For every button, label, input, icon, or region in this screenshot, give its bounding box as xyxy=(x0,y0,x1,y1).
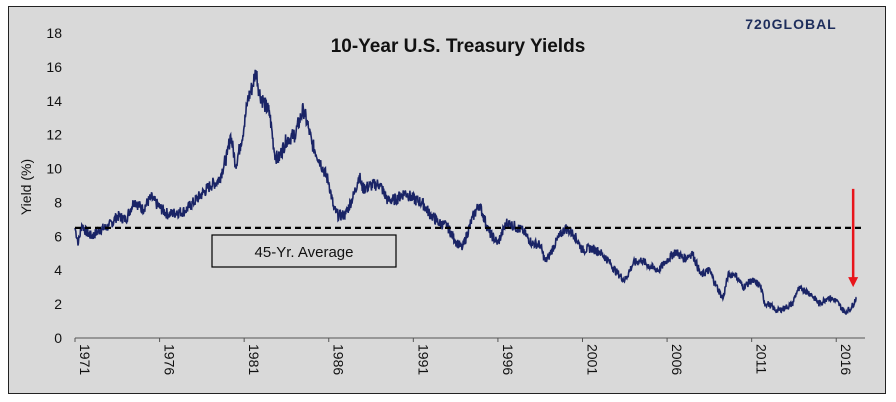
chart-frame: 10-Year U.S. Treasury Yields 720GLOBAL Y… xyxy=(8,6,886,394)
x-tick-label: 1981 xyxy=(246,344,262,375)
line-chart: 10-Year U.S. Treasury Yields 720GLOBAL Y… xyxy=(18,16,865,375)
y-tick-label: 6 xyxy=(54,228,62,244)
x-tick-label: 2011 xyxy=(754,344,770,374)
y-tick-label: 8 xyxy=(54,194,62,210)
average-label: 45-Yr. Average xyxy=(255,244,354,261)
red-down-arrow-icon xyxy=(848,188,859,288)
y-tick-label: 12 xyxy=(46,127,62,143)
x-tick-label: 1991 xyxy=(415,344,431,375)
average-label-box xyxy=(211,234,397,268)
x-tick-label: 2001 xyxy=(584,344,600,375)
x-tick-label: 2006 xyxy=(669,344,685,375)
x-axis: 1971 1976 1981 1986 1991 1996 2001 2006 2011 2016 xyxy=(74,338,854,375)
y-tick-label: 0 xyxy=(54,330,62,346)
x-tick-label: 1996 xyxy=(500,344,516,375)
y-tick-label: 4 xyxy=(54,262,62,278)
x-tick-label: 1971 xyxy=(77,344,93,375)
brand-logo: 720GLOBAL xyxy=(745,16,836,32)
y-axis: 0 2 4 6 8 10 12 14 16 18 xyxy=(46,25,62,346)
x-tick-label: 1986 xyxy=(331,344,347,375)
y-tick-label: 10 xyxy=(46,161,62,177)
yield-series-line xyxy=(74,69,857,315)
y-axis-label: Yield (%) xyxy=(18,159,34,215)
y-tick-label: 18 xyxy=(46,25,62,41)
y-tick-label: 2 xyxy=(54,296,62,312)
x-tick-label: 1976 xyxy=(162,344,178,375)
x-tick-label: 2016 xyxy=(838,344,854,375)
y-tick-label: 14 xyxy=(46,93,62,109)
y-tick-label: 16 xyxy=(46,59,62,75)
chart-title: 10-Year U.S. Treasury Yields xyxy=(331,36,586,57)
